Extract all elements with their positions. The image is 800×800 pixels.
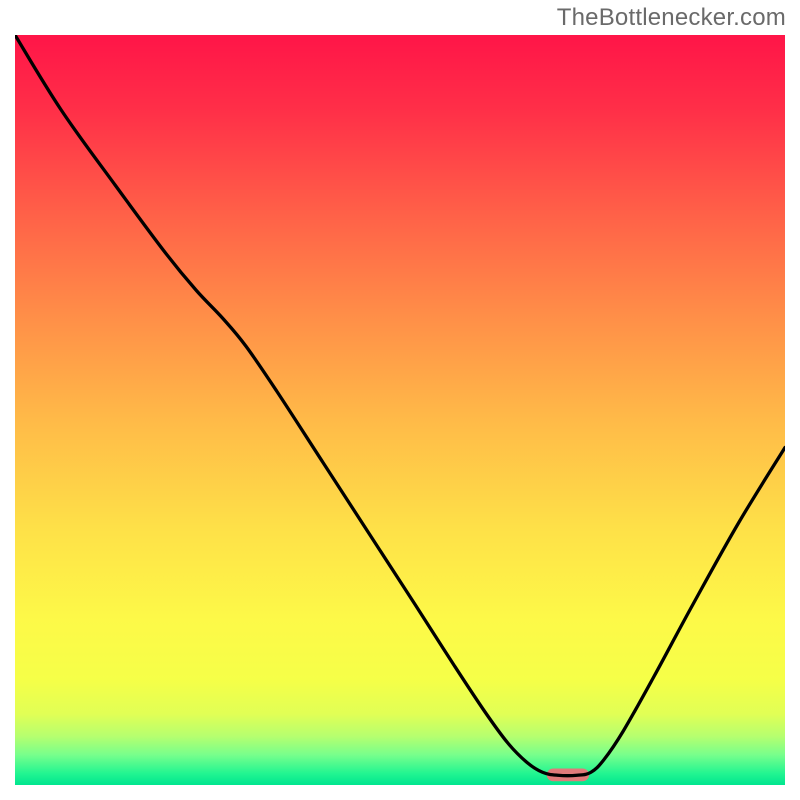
chart-container: TheBottlenecker.com <box>0 0 800 800</box>
curve-line <box>15 35 785 776</box>
attribution-text: TheBottlenecker.com <box>557 4 786 32</box>
plot-area <box>15 35 785 785</box>
bottleneck-curve <box>15 35 785 785</box>
